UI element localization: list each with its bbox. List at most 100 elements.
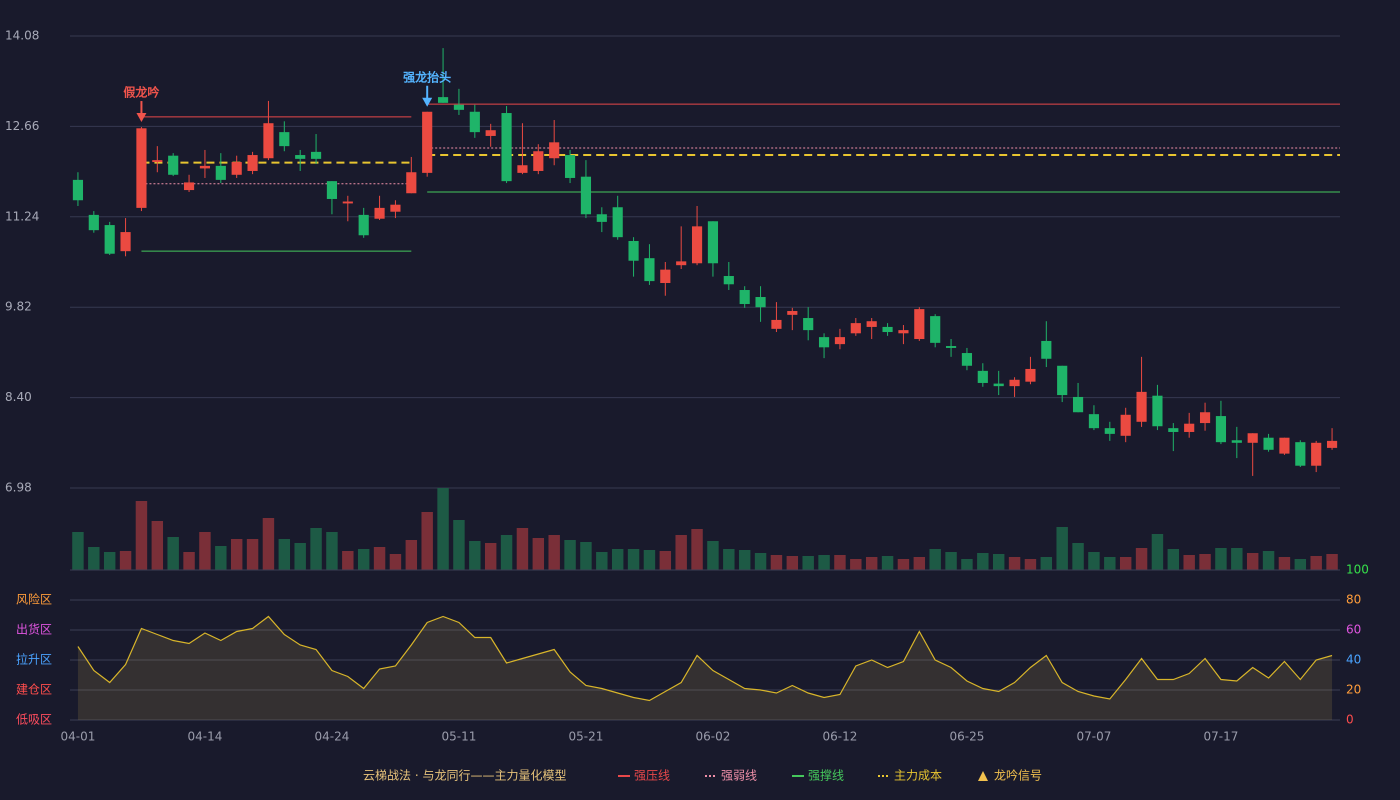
candle-body <box>755 297 766 308</box>
candle-body <box>1199 412 1211 424</box>
volume-bar <box>611 549 624 570</box>
x-tick-label: 05-21 <box>569 730 604 744</box>
candle-body <box>866 321 877 327</box>
candle-body <box>72 179 84 201</box>
volume-bar <box>421 512 433 570</box>
candle-body <box>834 337 846 345</box>
x-tick-label: 06-02 <box>696 730 731 744</box>
y2-tick-label: 100 <box>1346 563 1369 577</box>
candle-body <box>1247 433 1258 443</box>
zone-label: 出货区 <box>16 622 52 637</box>
volume-bar <box>1246 553 1259 570</box>
candle-body <box>961 353 973 366</box>
candle-body <box>914 309 925 340</box>
candle-body <box>1025 368 1036 382</box>
volume-bar <box>151 521 164 570</box>
candle-body <box>803 318 814 331</box>
candle-body <box>850 323 861 334</box>
candle-body <box>676 261 687 266</box>
y2-tick-label: 80 <box>1346 593 1361 607</box>
volume-bar <box>357 549 370 570</box>
volume-bar <box>167 537 179 570</box>
candle-body <box>1311 442 1322 466</box>
volume-bar <box>1278 557 1291 570</box>
indicator-line <box>77 615 1333 702</box>
x-tick-label: 07-07 <box>1077 730 1112 744</box>
volume-bar <box>754 553 767 570</box>
candle-body <box>580 176 592 215</box>
volume-bar <box>881 556 894 570</box>
zone-label: 建仓区 <box>16 683 52 697</box>
volume-bar <box>215 546 227 570</box>
y2-tick-label: 20 <box>1346 683 1361 697</box>
volume-bar <box>738 550 751 570</box>
volume-bar <box>1072 543 1084 570</box>
candle-body <box>279 132 290 147</box>
volume-bar <box>913 557 926 570</box>
candle-body <box>231 162 242 175</box>
candle-body <box>1072 396 1084 413</box>
indicator-area <box>77 616 1333 720</box>
volume-bar <box>469 541 481 570</box>
volume-bar <box>675 535 687 570</box>
candle-body <box>390 204 401 212</box>
candle-body <box>152 160 163 163</box>
candle-body <box>564 155 576 178</box>
candle-body <box>358 214 369 236</box>
volume-bar <box>643 550 656 570</box>
legend-title: 云梯战法 · 与龙同行——主力量化模型 <box>363 769 566 783</box>
volume-bar <box>389 554 402 570</box>
candle-body <box>1152 395 1163 427</box>
legend-label: 龙吟信号 <box>994 768 1042 783</box>
candle-body <box>342 201 353 204</box>
volume-bar <box>1294 559 1307 570</box>
volume-bar <box>1167 549 1180 570</box>
zone-label: 拉升区 <box>16 652 52 667</box>
x-tick-label: 07-17 <box>1204 730 1239 744</box>
volume-bar <box>770 555 783 570</box>
candle-body <box>104 225 115 254</box>
y-tick-label: 9.82 <box>5 300 32 314</box>
volume-bar <box>500 535 513 570</box>
volume-bar <box>786 556 799 570</box>
volume-bar <box>1310 556 1322 570</box>
volume-bar <box>659 551 672 570</box>
candle-body <box>628 240 639 261</box>
candle-body <box>787 311 798 315</box>
candle-body <box>739 290 750 305</box>
candle-body <box>1136 391 1147 422</box>
volume-bar <box>1135 548 1148 570</box>
candle-body <box>1057 365 1068 396</box>
volume-bar <box>88 547 100 570</box>
volume-bar <box>230 539 243 570</box>
volume-bar <box>707 541 719 570</box>
volume-bar <box>453 520 465 570</box>
candle-body <box>1104 428 1115 434</box>
candle-body <box>1088 414 1100 429</box>
candle-body <box>993 383 1004 387</box>
volume-bar <box>103 552 116 570</box>
volume-bar <box>1326 554 1338 570</box>
candle-body <box>1215 416 1227 443</box>
volume-bar <box>1040 557 1053 570</box>
volume-bar <box>548 535 560 570</box>
candle-body <box>88 214 99 231</box>
candle-body <box>517 165 528 173</box>
volume-bar <box>1088 552 1100 570</box>
candle-body <box>469 111 480 133</box>
candle-body <box>295 155 306 159</box>
candle-body <box>120 232 131 252</box>
volume-bar <box>564 540 576 570</box>
x-tick-label: 04-01 <box>61 730 96 744</box>
x-tick-label: 04-24 <box>315 730 350 744</box>
volume-bar <box>294 543 306 570</box>
volume-bar <box>723 549 735 570</box>
candle-body <box>818 337 830 348</box>
volume-bar <box>373 547 386 570</box>
candle-body <box>453 104 465 110</box>
volume-bar <box>929 549 941 570</box>
candle-body <box>533 151 544 171</box>
volume-bar <box>627 549 640 570</box>
volume-bar <box>183 552 195 570</box>
